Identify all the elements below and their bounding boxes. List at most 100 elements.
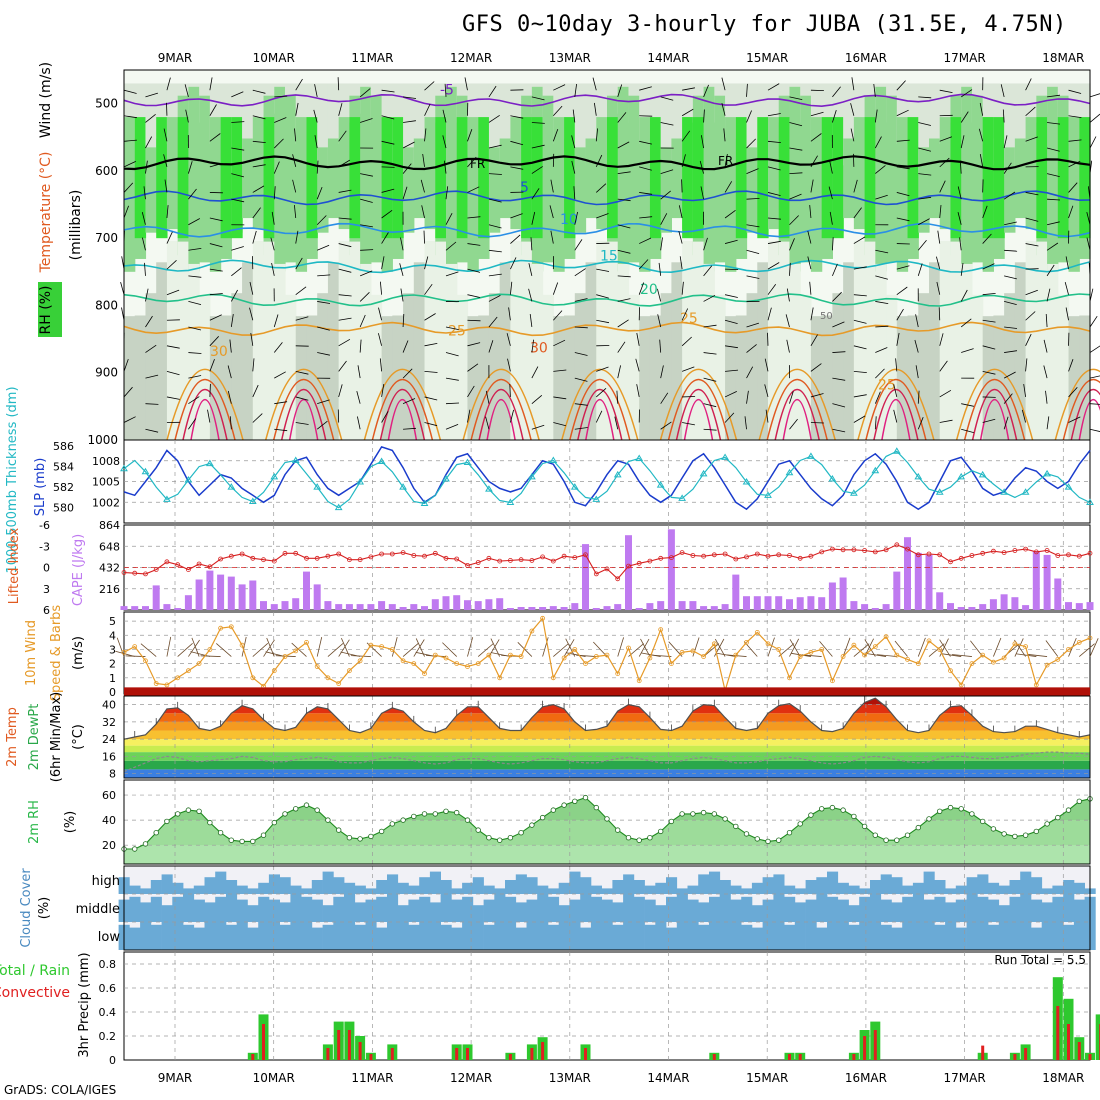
wind-barb	[142, 237, 146, 251]
wind-barb	[295, 102, 299, 116]
cape-bar	[592, 608, 600, 610]
wind-barb	[639, 216, 653, 219]
rh-marker	[872, 832, 878, 838]
rh-shade-moist	[768, 117, 780, 230]
surface-wind-barb	[252, 643, 269, 657]
surface-wind-barb	[894, 640, 908, 657]
wind-barb	[273, 314, 279, 328]
wind-barb	[832, 351, 846, 353]
cloud-cover-cell	[880, 924, 892, 950]
precip-frame	[123, 951, 1091, 1061]
wind-speed-marker	[132, 644, 138, 649]
wind-barb	[1045, 390, 1048, 404]
cape-bar	[925, 554, 933, 610]
cape-bar	[603, 606, 611, 610]
rh-shade-moist	[1004, 147, 1016, 233]
wind-barb	[123, 416, 136, 423]
rh-shade-moist	[488, 147, 501, 233]
wind-barb	[295, 257, 303, 270]
wind-speed-marker	[239, 642, 245, 648]
surface-wind-barb	[917, 637, 926, 657]
wind-barb	[123, 182, 134, 193]
wind-barb	[442, 109, 447, 123]
wind-barb	[724, 294, 738, 298]
cloud-cover-cell	[301, 922, 313, 950]
rh-shade-low	[156, 262, 168, 440]
contour-label: 30	[210, 344, 228, 360]
wind-barb	[789, 262, 791, 276]
wind-barb	[314, 135, 318, 149]
wind-barb	[617, 249, 631, 254]
wind-barb	[403, 96, 417, 99]
wind-barb	[960, 89, 973, 98]
wind-barb	[166, 345, 180, 349]
wind-barb	[660, 96, 674, 101]
wind-barb	[746, 322, 760, 328]
wind-speed-marker	[701, 654, 706, 659]
wind-barb	[595, 128, 598, 142]
wind-speed-marker	[593, 654, 599, 659]
wind-speed-marker	[872, 644, 878, 649]
wind-speed-marker	[561, 655, 567, 661]
thickness-marker	[120, 464, 128, 472]
wind-barb	[660, 392, 669, 404]
wind-barb	[767, 332, 769, 346]
cloud-cover-cell	[762, 899, 774, 922]
date-label-top: 12MAR	[450, 51, 492, 65]
lifted-index-tick: 3	[43, 583, 50, 596]
rh-marker	[776, 837, 782, 843]
wind-barb	[381, 209, 393, 219]
lifted-index-marker	[690, 553, 696, 558]
rh-marker	[464, 817, 471, 823]
cloud-cover-cell	[698, 902, 710, 922]
wind-barb	[681, 366, 695, 372]
wind-barb	[378, 307, 382, 321]
wind-barb	[1025, 78, 1032, 91]
surface-temperature-contour	[288, 399, 319, 441]
lifted-index-marker	[808, 553, 814, 559]
rh-shade-moist	[285, 95, 297, 263]
date-label-top: 18MAR	[1042, 51, 1084, 65]
cloud-cover-cell	[709, 871, 721, 894]
wind-barb	[789, 418, 798, 430]
wind-barb	[638, 259, 649, 270]
wind-barb	[143, 186, 146, 200]
wind-barb	[660, 122, 674, 126]
wind-barb	[188, 375, 202, 379]
wind-barb	[807, 256, 812, 270]
wind-barb	[467, 363, 479, 372]
surface-wind-barb	[177, 643, 193, 657]
wind-barb	[188, 161, 193, 174]
lifted-index-marker	[636, 560, 642, 566]
cloud-cover-cell	[966, 894, 978, 922]
wind-barb	[724, 154, 728, 167]
wind-barb	[681, 281, 684, 295]
wind-barb	[789, 122, 803, 127]
lifted-index-marker	[830, 546, 835, 552]
lifted-index-marker	[894, 542, 900, 548]
wind-barb	[316, 160, 319, 174]
rh-shade-low	[306, 315, 318, 440]
surface-wind-barb	[1027, 653, 1048, 657]
wind-barb	[746, 198, 760, 200]
cape-bar	[914, 552, 922, 610]
wind-barb	[464, 77, 468, 91]
rh-shade-low	[1036, 241, 1048, 440]
wind-barb	[853, 394, 867, 398]
wind-barb	[703, 403, 717, 408]
wind-barb	[316, 420, 328, 430]
lifted-index-marker	[1087, 550, 1093, 556]
wind-speed-marker	[604, 652, 610, 658]
wind-barb	[703, 265, 713, 277]
rh-shade-low	[810, 316, 823, 440]
cloud-cover-cell	[365, 922, 377, 950]
rh-marker	[819, 806, 825, 812]
rh-shade-saturated	[864, 117, 876, 239]
lifted-index-marker	[282, 550, 288, 556]
thickness-marker	[141, 467, 150, 475]
cloud-cover-cell	[440, 880, 452, 894]
wind-barb	[893, 409, 898, 423]
cloud-cover-cell	[515, 902, 527, 922]
wind-barb	[252, 140, 266, 143]
wind-barb	[721, 103, 726, 116]
